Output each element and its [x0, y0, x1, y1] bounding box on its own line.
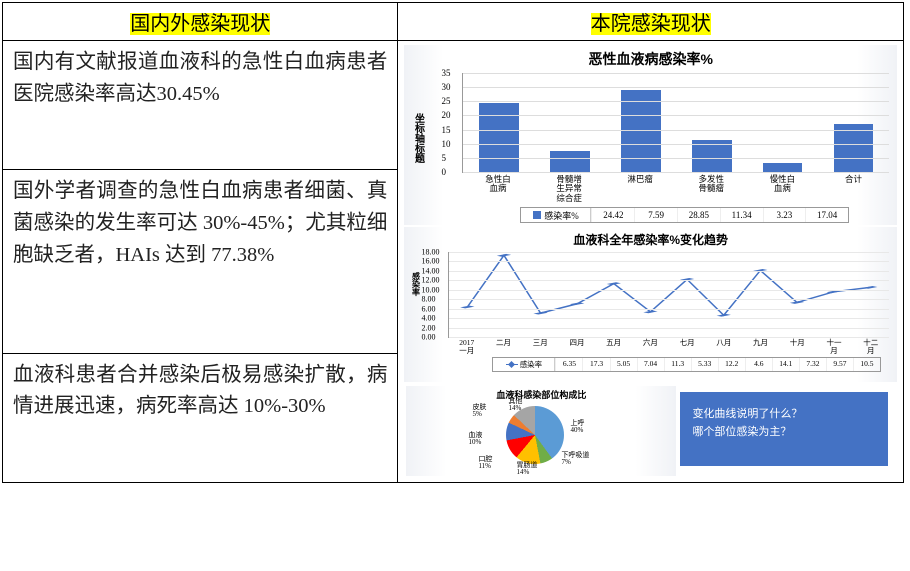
line-plot: 0.002.004.006.008.0010.0012.0014.0016.00… [448, 252, 889, 338]
question-line-2: 哪个部位感染为主？ [692, 424, 876, 442]
left-row-2: 国外学者调查的急性白血病患者细菌、真菌感染的发生率可达 30%-45%；尤其粒细… [3, 170, 398, 353]
pie [506, 406, 564, 464]
bar-chart-panel: 恶性血液病感染率% 坐标轴标题 05101520253035 急性白血病骨髓增生… [404, 45, 897, 225]
pie-chart-panel: 血液科感染部位构成比 上呼40% 下呼吸道7% 胃肠道14% 口腔11% 血液10% 皮肤… [406, 386, 676, 476]
bottom-row: 血液科感染部位构成比 上呼40% 下呼吸道7% 胃肠道14% 口腔11% 血液10% 皮肤… [404, 384, 897, 478]
bar [763, 163, 803, 172]
right-charts-cell: 恶性血液病感染率% 坐标轴标题 05101520253035 急性白血病骨髓增生… [398, 41, 904, 483]
header-right: 本院感染现状 [398, 3, 904, 41]
left-row-3: 血液科患者合并感染后极易感染扩散，病情进展迅速，病死率高达 10%-30% [3, 353, 398, 482]
pie-label: 血液10% [468, 432, 482, 446]
bar-y-label: 坐标轴标题 [410, 113, 425, 163]
bar-legend: 感染率% 24.427.5928.8511.343.2317.04 [520, 207, 849, 223]
bar-plot: 05101520253035 [462, 73, 889, 173]
question-line-1: 变化曲线说明了什么？ [692, 406, 876, 424]
line-legend: 感染率 6.3517.35.057.0411.35.3312.24.614.17… [492, 357, 881, 372]
header-left: 国内外感染现状 [3, 3, 398, 41]
pie-label: 口腔11% [478, 456, 492, 470]
line-chart-title: 血液科全年感染率%变化趋势 [404, 231, 897, 248]
pie-label: 胃肠道14% [516, 462, 537, 476]
pie-label: 下呼吸道7% [561, 452, 589, 466]
pie-label: 上呼40% [570, 420, 584, 434]
bar [479, 103, 519, 172]
bar-chart-title: 恶性血液病感染率% [404, 49, 897, 69]
line-chart-panel: 血液科全年感染率%变化趋势 感染率 0.002.004.006.008.0010… [404, 227, 897, 382]
pie-label: 其他14% [508, 398, 522, 412]
pie-title: 血液科感染部位构成比 [408, 388, 674, 401]
bar [834, 124, 874, 172]
bar [692, 140, 732, 172]
bar [550, 151, 590, 172]
question-box: 变化曲线说明了什么？ 哪个部位感染为主？ [680, 392, 888, 466]
line-y-label: 感染率 [410, 272, 421, 296]
pie-label: 皮肤5% [472, 404, 486, 418]
comparison-table: 国内外感染现状 本院感染现状 国内有文献报道血液科的急性白血病患者医院感染率高达… [2, 2, 904, 483]
left-row-1: 国内有文献报道血液科的急性白血病患者医院感染率高达30.45% [3, 41, 398, 170]
bar [621, 90, 661, 172]
